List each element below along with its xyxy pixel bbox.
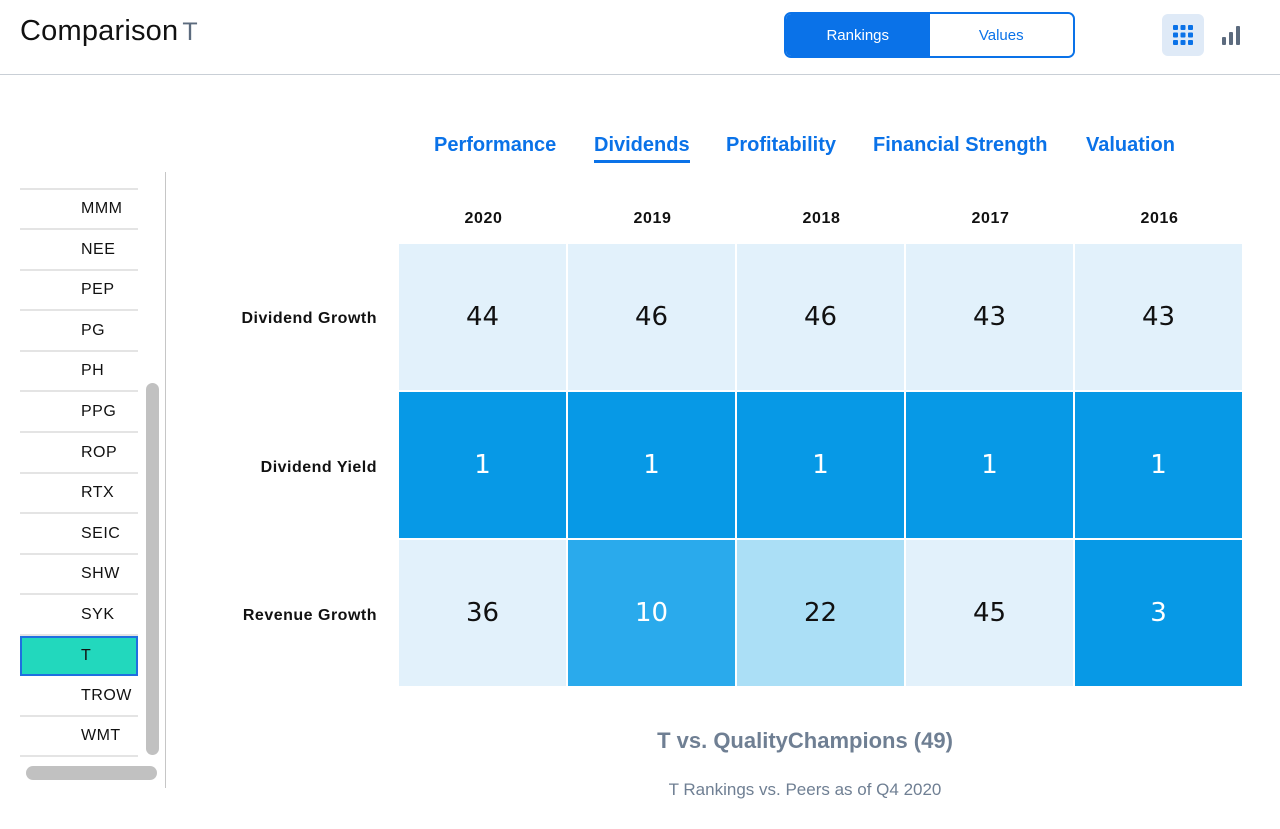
row-label-dividend-yield: Dividend Yield <box>260 459 377 476</box>
list-item-pep[interactable]: PEP <box>20 271 138 311</box>
heatmap-cell[interactable]: 1 <box>568 392 737 540</box>
heatmap-cell[interactable]: 43 <box>1075 244 1244 392</box>
page-title-ticker: T <box>182 18 198 46</box>
row-label-revenue-growth: Revenue Growth <box>242 607 377 624</box>
list-item-partial[interactable] <box>20 172 138 190</box>
tab-financial-strength[interactable]: Financial Strength <box>873 134 1048 156</box>
list-item-nee[interactable]: NEE <box>20 231 138 271</box>
heatmap-cell[interactable]: 22 <box>737 540 906 688</box>
comparison-caption: T vs. QualityChampions (49) <box>657 728 953 753</box>
heatmap-cell[interactable]: 44 <box>399 244 568 392</box>
list-item-mmm[interactable]: MMM <box>20 190 138 230</box>
grid-view-icon[interactable] <box>1162 14 1204 56</box>
list-item-pg[interactable]: PG <box>20 312 138 352</box>
list-item-syk[interactable]: SYK <box>20 596 138 636</box>
heatmap-cell[interactable]: 45 <box>906 540 1075 688</box>
column-header-2020: 2020 <box>464 210 503 227</box>
horizontal-scrollbar[interactable] <box>26 766 157 780</box>
heatmap-cell[interactable]: 46 <box>568 244 737 392</box>
list-item-ppg[interactable]: PPG <box>20 393 138 433</box>
list-item-ph[interactable]: PH <box>20 352 138 392</box>
rankings-subcaption: T Rankings vs. Peers as of Q4 2020 <box>668 780 942 799</box>
tab-profitability[interactable]: Profitability <box>726 134 837 156</box>
ticker-list[interactable]: MMM NEE PEP PG PH PPG ROP RTX SEIC SHW S… <box>20 172 166 788</box>
list-item-wmt[interactable]: WMT <box>20 717 138 757</box>
tab-performance[interactable]: Performance <box>434 134 557 156</box>
page-title: Comparison T <box>20 15 198 48</box>
list-item-shw[interactable]: SHW <box>20 555 138 595</box>
top-bar: Comparison T Rankings Values <box>0 0 1280 75</box>
column-header-2016: 2016 <box>1140 210 1179 227</box>
vertical-scrollbar[interactable] <box>146 383 159 755</box>
tab-valuation[interactable]: Valuation <box>1086 134 1175 156</box>
heatmap-cell[interactable]: 46 <box>737 244 906 392</box>
list-item-t-selected[interactable]: T <box>20 636 138 676</box>
column-header-2017: 2017 <box>971 210 1010 227</box>
column-header-2018: 2018 <box>802 210 841 227</box>
heatmap-cell[interactable]: 3 <box>1075 540 1244 688</box>
rankings-values-toggle: Rankings Values <box>784 12 1075 58</box>
heatmap-cell[interactable]: 10 <box>568 540 737 688</box>
heatmap-cell[interactable]: 43 <box>906 244 1075 392</box>
heatmap-cell[interactable]: 1 <box>906 392 1075 540</box>
rankings-toggle-button[interactable]: Rankings <box>786 14 930 56</box>
tab-dividends[interactable]: Dividends <box>594 134 690 163</box>
heatmap-cell[interactable]: 1 <box>737 392 906 540</box>
page-title-text: Comparison <box>20 15 179 47</box>
heatmap-cell[interactable]: 36 <box>399 540 568 688</box>
row-label-dividend-growth: Dividend Growth <box>241 310 377 327</box>
list-item-seic[interactable]: SEIC <box>20 515 138 555</box>
bar-chart-icon[interactable] <box>1210 14 1252 56</box>
values-toggle-button[interactable]: Values <box>929 14 1073 56</box>
heatmap-cell[interactable]: 1 <box>1075 392 1244 540</box>
column-header-2019: 2019 <box>633 210 672 227</box>
list-item-rtx[interactable]: RTX <box>20 474 138 514</box>
list-item-rop[interactable]: ROP <box>20 434 138 474</box>
list-item-trow[interactable]: TROW <box>20 677 138 717</box>
heatmap-cell[interactable]: 1 <box>399 392 568 540</box>
